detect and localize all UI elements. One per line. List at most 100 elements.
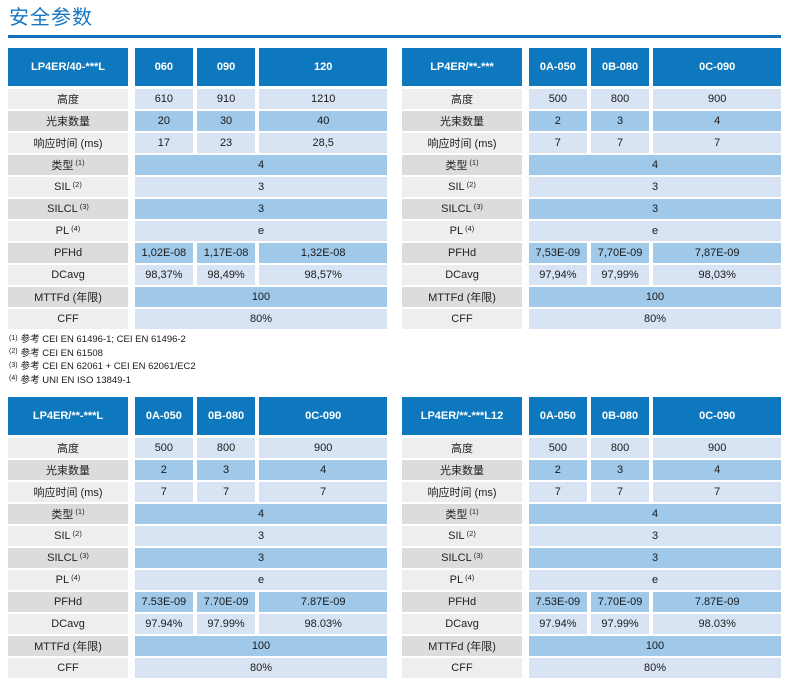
row-label: MTTFd (年限) <box>428 641 496 653</box>
table-row: 光束数量 2 3 4 <box>402 460 781 480</box>
value-cell: 80% <box>135 658 387 678</box>
value-cell: 7 <box>653 482 781 502</box>
column-header: 0A-050 <box>529 48 587 86</box>
row-label-sup: (2) <box>72 528 82 538</box>
column-header: 0A-050 <box>135 397 193 435</box>
table-row: 类型 (1) 4 <box>8 504 387 524</box>
value-cell: 1,02E-08 <box>135 243 193 263</box>
value-cell: e <box>135 221 387 241</box>
value-cell: 1,17E-08 <box>196 243 256 263</box>
value-cell: 3 <box>529 177 781 197</box>
row-label-cell: CFF <box>8 658 128 678</box>
value-cell: 4 <box>653 460 781 480</box>
value-cell: 1,32E-08 <box>259 243 387 263</box>
table-row: MTTFd (年限) 100 <box>8 636 387 656</box>
row-label-cell: CFF <box>8 309 128 329</box>
row-label: PFHd <box>447 247 477 259</box>
value-cell: 98,03% <box>653 265 781 285</box>
table-header-row: LP4ER/**-***L12 0A-050 0B-080 0C-090 <box>402 397 781 435</box>
value-cell: 97.94% <box>135 614 193 634</box>
column-header: 120 <box>259 48 387 86</box>
table-row: SILCL (3) 3 <box>402 199 781 219</box>
row-label-cell: PL (4) <box>8 570 128 590</box>
table-row: 类型 (1) 4 <box>402 504 781 524</box>
column-header: 0B-080 <box>196 397 256 435</box>
row-label: 响应时间 (ms) <box>427 487 497 499</box>
row-label-cell: SIL (2) <box>402 177 522 197</box>
row-label: SILCL <box>441 552 472 564</box>
row-label: DCavg <box>445 269 479 281</box>
value-cell: 2 <box>529 460 587 480</box>
table-row: DCavg 97.94% 97.99% 98.03% <box>402 614 781 634</box>
table-row: PL (4) e <box>402 221 781 241</box>
value-cell: 17 <box>135 133 193 153</box>
row-label: CFF <box>57 662 79 674</box>
row-label: 类型 <box>51 509 74 521</box>
value-cell: 7 <box>196 482 256 502</box>
spec-table-lp4er-star-l12: LP4ER/**-***L12 0A-050 0B-080 0C-090 高度 500 80… <box>402 397 781 678</box>
row-label: PFHd <box>53 247 83 259</box>
table-row: DCavg 97.94% 97.99% 98.03% <box>8 614 387 634</box>
row-label: 类型 <box>51 160 74 172</box>
top-right-cell: LP4ER/**-*** 0A-050 0B-080 0C-090 高度 500 800 90… <box>402 48 781 331</box>
value-cell: 7.53E-09 <box>135 592 193 612</box>
row-label-cell: SILCL (3) <box>402 548 522 568</box>
row-label: 响应时间 (ms) <box>33 487 103 499</box>
value-cell: 7 <box>529 133 587 153</box>
value-cell: 100 <box>135 287 387 307</box>
table-row: PFHd 7.53E-09 7.70E-09 7.87E-09 <box>402 592 781 612</box>
value-cell: 7 <box>590 482 650 502</box>
row-label-cell: MTTFd (年限) <box>402 287 522 307</box>
table-header-row: LP4ER/40-***L 060 090 120 <box>8 48 387 86</box>
row-label-cell: 类型 (1) <box>402 504 522 524</box>
table-row: PL (4) e <box>8 221 387 241</box>
row-label-cell: 响应时间 (ms) <box>402 482 522 502</box>
row-label-cell: DCavg <box>8 265 128 285</box>
value-cell: 4 <box>529 155 781 175</box>
row-label: PL <box>55 574 70 586</box>
table-row: DCavg 97,94% 97,99% 98,03% <box>402 265 781 285</box>
value-cell: 500 <box>529 438 587 458</box>
column-header: 060 <box>135 48 193 86</box>
value-cell: 3 <box>135 548 387 568</box>
column-header: 0B-080 <box>590 397 650 435</box>
value-cell: 7.53E-09 <box>529 592 587 612</box>
row-label-cell: 类型 (1) <box>8 504 128 524</box>
value-cell: 2 <box>529 111 587 131</box>
table-row: PL (4) e <box>402 570 781 590</box>
value-cell: 900 <box>259 438 387 458</box>
row-label-cell: PL (4) <box>402 570 522 590</box>
value-cell: 97,99% <box>590 265 650 285</box>
value-cell: 28,5 <box>259 133 387 153</box>
row-label: 类型 <box>445 509 468 521</box>
table-row: PL (4) e <box>8 570 387 590</box>
row-label-sup: (3) <box>79 550 89 560</box>
value-cell: 910 <box>196 89 256 109</box>
value-cell: 1210 <box>259 89 387 109</box>
table-row: CFF 80% <box>402 309 781 329</box>
table-row: SIL (2) 3 <box>8 177 387 197</box>
value-cell: 4 <box>135 504 387 524</box>
table-row: 响应时间 (ms) 17 23 28,5 <box>8 133 387 153</box>
row-label: SIL <box>54 181 71 193</box>
row-label-cell: 光束数量 <box>402 111 522 131</box>
footnote-text: 参考 CEI EN 62061 + CEI EN 62061/EC2 <box>20 361 196 372</box>
value-cell: 7 <box>529 482 587 502</box>
value-cell: 80% <box>529 658 781 678</box>
value-cell: 100 <box>529 287 781 307</box>
value-cell: 100 <box>135 636 387 656</box>
row-label-cell: SILCL (3) <box>8 199 128 219</box>
table-row: CFF 80% <box>8 658 387 678</box>
tables-grid: LP4ER/40-***L 060 090 120 高度 610 910 1210 光束数量 20… <box>8 48 781 680</box>
table-row: 光束数量 2 3 4 <box>8 460 387 480</box>
row-label-cell: 响应时间 (ms) <box>402 133 522 153</box>
value-cell: 800 <box>196 438 256 458</box>
table-row: 高度 500 800 900 <box>8 438 387 458</box>
footnote: (3) 参考 CEI EN 62061 + CEI EN 62061/EC2 <box>9 361 387 375</box>
value-cell: 7 <box>590 133 650 153</box>
table-model: LP4ER/**-***L <box>8 397 128 435</box>
value-cell: 7.87E-09 <box>653 592 781 612</box>
row-label-cell: 高度 <box>402 438 522 458</box>
row-label-sup: (4) <box>71 572 81 582</box>
row-label: MTTFd (年限) <box>34 292 102 304</box>
